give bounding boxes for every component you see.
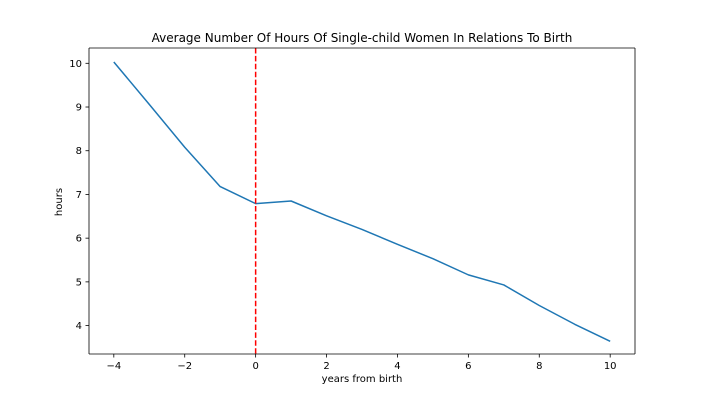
series-line-0 (113, 61, 611, 342)
x-tick-label: 0 (252, 361, 258, 372)
plot-area: −4 −2 0 2 4 6 8 10 4 5 6 7 8 9 10 (69, 47, 636, 372)
y-axis-label: hours (54, 188, 65, 216)
y-tick-label: 6 (76, 234, 82, 245)
x-tick-label: −4 (106, 361, 121, 372)
x-tick-label: 2 (323, 361, 329, 372)
x-tick-label: 6 (465, 361, 471, 372)
chart-title: Average Number Of Hours Of Single-child … (152, 31, 573, 45)
x-tick-label: 8 (536, 361, 542, 372)
y-tick-label: 5 (76, 277, 82, 288)
y-tick-label: 4 (76, 321, 82, 332)
y-tick-label: 10 (69, 59, 82, 70)
y-tick-label: 7 (76, 190, 82, 201)
y-tick-label: 9 (76, 103, 82, 114)
x-tick-label: −2 (177, 361, 192, 372)
x-axis-label: years from birth (322, 374, 403, 385)
y-tick-label: 8 (76, 146, 82, 157)
x-tick-label: 10 (604, 361, 617, 372)
x-tick-label: 4 (394, 361, 400, 372)
